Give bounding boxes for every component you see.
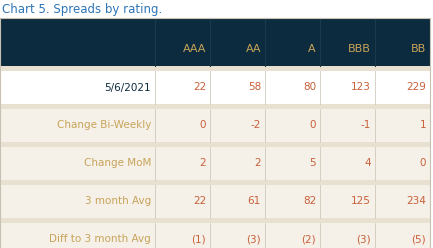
Text: 58: 58 (248, 83, 261, 93)
Text: (5): (5) (411, 235, 426, 245)
Text: 0: 0 (420, 158, 426, 168)
Text: 0: 0 (200, 121, 206, 130)
Text: 22: 22 (193, 83, 206, 93)
Bar (0, 71, 430, 104)
Text: (1): (1) (191, 235, 206, 245)
Text: 2: 2 (199, 158, 206, 168)
Bar (0, 218, 430, 223)
Text: 3 month Avg: 3 month Avg (85, 196, 151, 207)
Text: BB: BB (411, 44, 426, 54)
Text: 234: 234 (406, 196, 426, 207)
Bar (0, 147, 430, 180)
Text: 5/6/2021: 5/6/2021 (104, 83, 151, 93)
Text: (3): (3) (356, 235, 371, 245)
Text: 125: 125 (351, 196, 371, 207)
Text: -1: -1 (361, 121, 371, 130)
Text: Diff to 3 month Avg: Diff to 3 month Avg (49, 235, 151, 245)
Bar (0, 223, 430, 248)
Text: A: A (308, 44, 316, 54)
Text: 22: 22 (193, 196, 206, 207)
Bar (0, 109, 430, 142)
Text: BBB: BBB (348, 44, 371, 54)
Text: (2): (2) (301, 235, 316, 245)
Text: 82: 82 (303, 196, 316, 207)
Text: 2: 2 (254, 158, 261, 168)
Text: Change Bi-Weekly: Change Bi-Weekly (57, 121, 151, 130)
Text: AA: AA (246, 44, 261, 54)
Text: 5: 5 (309, 158, 316, 168)
Bar (0, 18, 430, 66)
Text: Chart 5. Spreads by rating.: Chart 5. Spreads by rating. (2, 2, 162, 15)
Bar (0, 104, 430, 109)
Text: Change MoM: Change MoM (84, 158, 151, 168)
Text: 4: 4 (365, 158, 371, 168)
Text: -2: -2 (251, 121, 261, 130)
Text: (3): (3) (246, 235, 261, 245)
Text: 0: 0 (310, 121, 316, 130)
Bar (0, 66, 430, 71)
Text: 229: 229 (406, 83, 426, 93)
Bar (0, 180, 430, 185)
Text: 1: 1 (420, 121, 426, 130)
Bar (0, 142, 430, 147)
Text: AAA: AAA (183, 44, 206, 54)
Text: 80: 80 (303, 83, 316, 93)
Text: 61: 61 (248, 196, 261, 207)
Bar (0, 185, 430, 218)
Text: 123: 123 (351, 83, 371, 93)
